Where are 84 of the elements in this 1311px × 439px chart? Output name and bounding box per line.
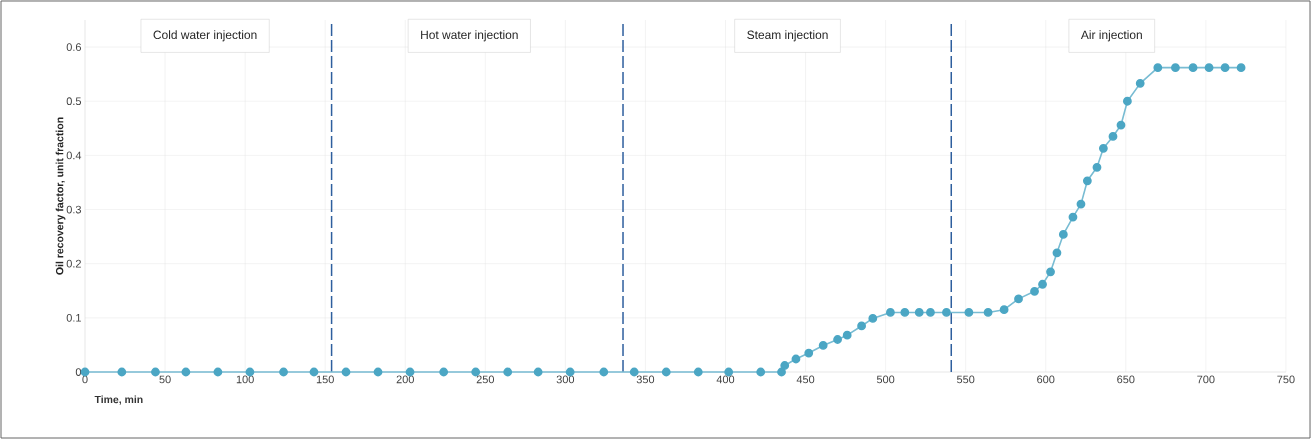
annotation: Cold water injection xyxy=(153,30,257,42)
point xyxy=(181,367,191,377)
y-tick-label: 0.4 xyxy=(66,151,82,160)
point xyxy=(1220,63,1230,73)
point xyxy=(471,367,481,377)
x-axis-title: Time, min xyxy=(94,395,143,405)
point xyxy=(373,367,383,377)
point xyxy=(1108,132,1118,141)
point xyxy=(791,354,801,364)
point xyxy=(1135,78,1145,88)
point xyxy=(279,367,288,377)
point xyxy=(868,313,878,323)
y-tick-label: 0.6 xyxy=(66,43,81,51)
annotation: Hot water injection xyxy=(421,30,518,42)
point xyxy=(1116,120,1126,130)
point xyxy=(533,367,543,377)
y-tick-label: 0.2 xyxy=(66,259,81,268)
y-tick-label: 0.1 xyxy=(66,313,81,322)
point xyxy=(1236,63,1246,73)
point xyxy=(1098,143,1108,153)
point xyxy=(1046,267,1055,277)
point xyxy=(1188,63,1198,73)
point xyxy=(1204,63,1214,73)
point xyxy=(886,308,895,317)
point xyxy=(926,308,935,317)
point xyxy=(1038,279,1047,289)
x-tick-label: 350 xyxy=(636,375,655,384)
x-tick-label: 200 xyxy=(396,375,414,384)
point xyxy=(1052,248,1062,258)
point xyxy=(213,367,223,377)
point xyxy=(1082,176,1092,186)
x-tick-label: 300 xyxy=(556,375,575,384)
point xyxy=(117,367,127,377)
point xyxy=(914,308,924,317)
point xyxy=(833,335,842,344)
y-axis-title: Oil recovery factor, unit fraction xyxy=(55,117,66,275)
point xyxy=(804,348,814,358)
point xyxy=(857,321,866,331)
point xyxy=(942,308,951,317)
point xyxy=(1153,63,1163,73)
point xyxy=(983,308,993,317)
point xyxy=(1076,199,1086,209)
point xyxy=(439,367,449,377)
x-tick-label: 400 xyxy=(716,375,735,384)
x-tick-label: 50 xyxy=(159,375,171,384)
point xyxy=(151,367,160,377)
annotation: Air injection xyxy=(1080,30,1142,42)
point xyxy=(599,367,609,377)
point xyxy=(1171,63,1180,73)
annotation: Steam injection xyxy=(747,30,828,42)
point xyxy=(818,341,828,350)
x-tick-label: 550 xyxy=(956,375,975,384)
x-tick-label: 450 xyxy=(796,375,815,384)
point xyxy=(1030,286,1039,296)
point xyxy=(661,367,671,377)
point xyxy=(842,330,852,340)
x-tick-label: 500 xyxy=(876,375,895,384)
x-tick-label: 150 xyxy=(316,375,334,384)
point xyxy=(964,308,974,317)
x-tick-label: 600 xyxy=(1037,375,1055,384)
point xyxy=(1068,212,1078,222)
point xyxy=(1058,230,1068,239)
point xyxy=(900,308,910,317)
point xyxy=(999,305,1009,315)
point xyxy=(1014,294,1023,304)
point xyxy=(777,367,786,377)
point xyxy=(503,367,513,377)
point xyxy=(693,367,703,377)
x-tick-label: 750 xyxy=(1277,375,1295,384)
x-tick-label: 700 xyxy=(1197,375,1215,384)
x-tick-label: 100 xyxy=(236,375,254,384)
x-tick-label: 250 xyxy=(476,375,495,384)
point xyxy=(629,367,639,377)
y-tick-label: 0.3 xyxy=(66,205,81,214)
x-tick-label: 0 xyxy=(82,375,88,384)
point xyxy=(341,367,351,377)
point xyxy=(1092,162,1102,172)
point xyxy=(756,367,766,377)
x-tick-label: 650 xyxy=(1117,375,1135,384)
y-tick-label: 0 xyxy=(75,368,82,376)
point xyxy=(780,361,790,370)
point xyxy=(309,367,319,377)
y-tick-label: 0.5 xyxy=(66,97,82,106)
point xyxy=(1123,96,1132,106)
